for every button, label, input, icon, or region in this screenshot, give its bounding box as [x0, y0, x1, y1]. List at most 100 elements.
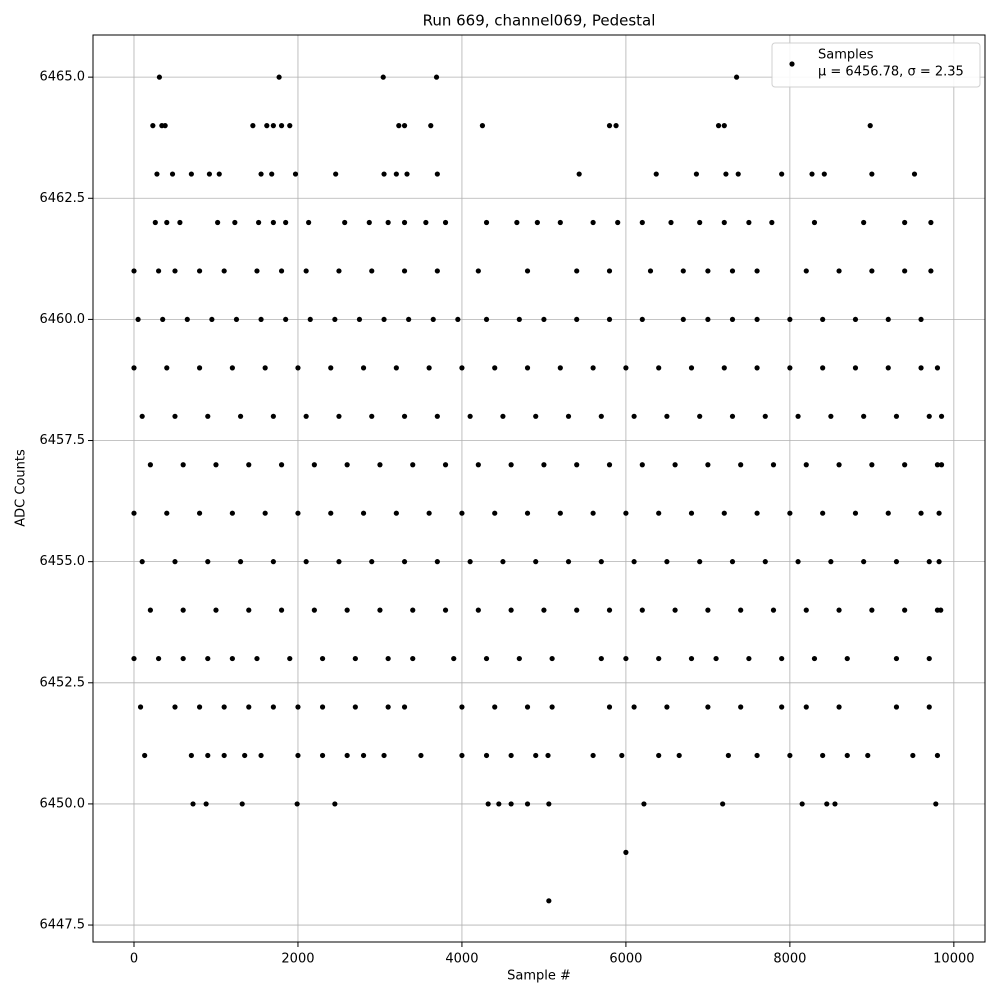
data-point: [746, 219, 752, 226]
data-point: [746, 655, 752, 662]
data-point: [401, 268, 408, 274]
data-point: [155, 268, 162, 274]
data-point: [869, 171, 875, 177]
data-point: [729, 316, 736, 323]
data-point: [455, 316, 461, 323]
data-point: [672, 607, 678, 613]
data-point: [385, 655, 391, 662]
data-point: [169, 171, 176, 177]
data-point: [738, 704, 744, 710]
data-point: [918, 510, 924, 516]
data-point: [762, 413, 768, 419]
data-point: [688, 655, 695, 662]
data-point: [160, 316, 166, 323]
data-point: [936, 510, 942, 516]
data-point: [606, 462, 613, 468]
data-point: [720, 801, 726, 807]
data-point: [344, 607, 350, 613]
data-point: [433, 74, 440, 80]
data-point: [196, 268, 203, 274]
data-point: [406, 316, 412, 323]
data-point: [902, 462, 908, 468]
data-point: [820, 316, 826, 323]
data-point: [283, 219, 289, 226]
data-point: [295, 365, 301, 371]
data-point: [467, 413, 473, 419]
data-point: [844, 655, 850, 662]
data-point: [928, 268, 934, 274]
data-point: [795, 413, 801, 419]
data-point: [524, 704, 531, 710]
data-point: [344, 462, 350, 468]
data-point: [820, 510, 826, 516]
data-point: [656, 365, 662, 371]
data-point: [574, 607, 580, 613]
data-point: [442, 462, 449, 468]
x-tick-label: 6000: [609, 952, 642, 967]
data-point: [196, 365, 203, 371]
data-point: [861, 559, 867, 565]
data-point: [615, 219, 621, 226]
data-point: [229, 510, 235, 516]
chart-title: Run 669, channel069, Pedestal: [423, 12, 656, 30]
data-point: [576, 171, 582, 177]
data-point: [508, 801, 514, 807]
data-point: [162, 123, 168, 129]
data-point: [867, 123, 873, 129]
data-point: [861, 413, 867, 419]
data-point: [270, 704, 276, 710]
data-point: [606, 316, 613, 323]
data-point: [508, 752, 514, 759]
data-point: [206, 171, 213, 177]
y-tick-label: 6452.5: [40, 675, 86, 690]
data-point: [475, 607, 481, 613]
data-point: [574, 462, 580, 468]
data-point: [865, 752, 871, 759]
data-point: [131, 268, 137, 274]
data-point: [483, 219, 490, 226]
data-point: [262, 365, 268, 371]
data-point: [237, 413, 244, 419]
data-point: [721, 219, 727, 226]
data-point: [177, 219, 183, 226]
data-point: [262, 510, 268, 516]
data-point: [283, 316, 289, 323]
data-point: [606, 268, 613, 274]
data-point: [541, 462, 547, 468]
data-point: [483, 316, 490, 323]
data-point: [381, 171, 387, 177]
data-point: [385, 219, 391, 226]
data-point: [664, 704, 670, 710]
data-point: [729, 413, 736, 419]
data-point: [769, 219, 775, 226]
data-point: [333, 171, 339, 177]
data-point: [287, 123, 293, 129]
data-point: [269, 171, 275, 177]
data-point: [332, 801, 338, 807]
data-point: [713, 655, 719, 662]
data-point: [541, 316, 547, 323]
data-point: [606, 607, 613, 613]
data-point: [459, 704, 465, 710]
data-point: [688, 365, 695, 371]
data-point: [639, 462, 645, 468]
data-point: [852, 510, 859, 516]
data-point: [762, 559, 768, 565]
legend-label: Samples: [818, 48, 874, 63]
data-point: [258, 171, 264, 177]
data-point: [893, 655, 900, 662]
data-point: [475, 268, 481, 274]
data-point: [377, 607, 383, 613]
data-point: [459, 752, 465, 759]
data-point: [147, 462, 153, 468]
data-point: [508, 607, 514, 613]
data-point: [516, 316, 522, 323]
data-point: [565, 559, 572, 565]
data-point: [623, 849, 629, 855]
data-point: [496, 801, 502, 807]
data-point: [821, 171, 827, 177]
data-point: [705, 316, 711, 323]
data-point: [631, 413, 637, 419]
data-point: [294, 801, 300, 807]
